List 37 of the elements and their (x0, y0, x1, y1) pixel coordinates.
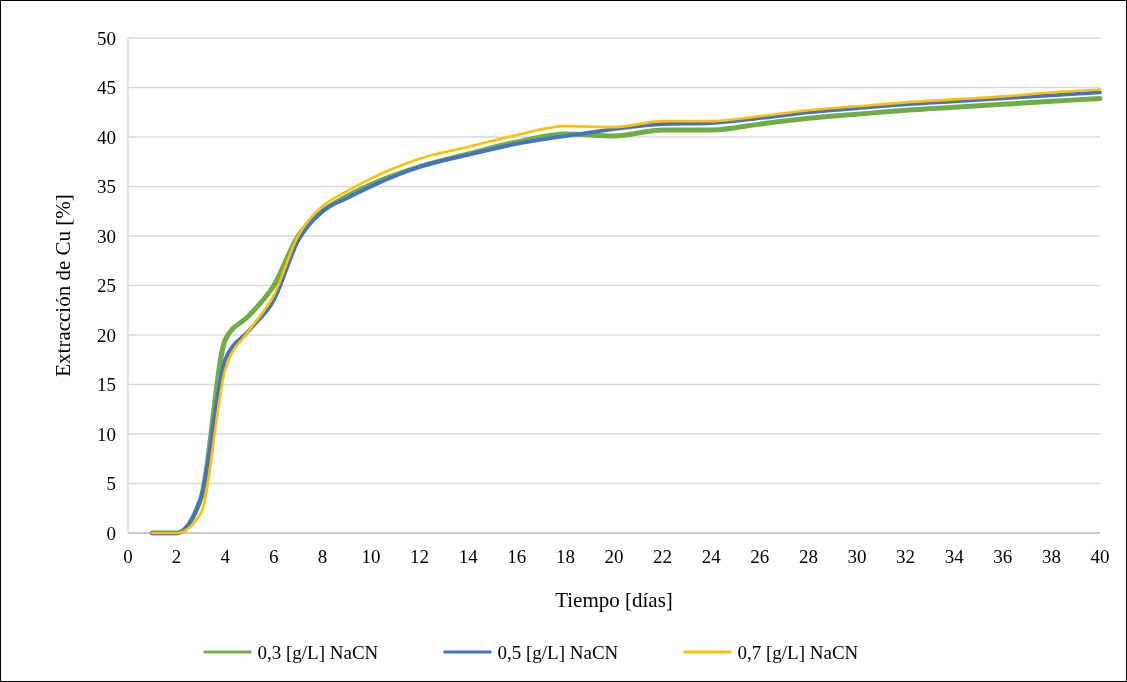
x-tick-label: 34 (944, 546, 965, 567)
x-tick-label: 0 (123, 546, 133, 567)
x-tick-label: 28 (798, 546, 818, 567)
x-tick-label: 30 (847, 546, 867, 567)
y-tick-label: 20 (97, 324, 116, 346)
x-tick-label: 14 (458, 546, 479, 567)
y-tick-label: 40 (97, 126, 116, 148)
x-tick-label: 26 (750, 546, 770, 567)
legend-label: 0,3 [g/L] NaCN (257, 641, 379, 663)
legend-label: 0,5 [g/L] NaCN (497, 641, 619, 663)
x-tick-label: 20 (604, 546, 624, 567)
x-tick-label: 18 (555, 546, 575, 567)
x-tick-label: 4 (220, 546, 231, 567)
x-tick-label: 24 (701, 546, 722, 567)
y-tick-label: 5 (106, 473, 116, 495)
x-tick-label: 6 (269, 546, 279, 567)
y-tick-label: 35 (97, 176, 116, 198)
x-tick-label: 12 (410, 546, 430, 567)
y-tick-label: 30 (97, 225, 116, 247)
x-tick-label: 16 (507, 546, 527, 567)
y-tick-label: 45 (97, 77, 116, 99)
legend-label: 0,7 [g/L] NaCN (737, 641, 859, 663)
y-tick-label: 15 (97, 374, 116, 396)
x-tick-label: 38 (1041, 546, 1061, 567)
x-tick-label: 32 (896, 546, 916, 567)
y-axis-title: Extracción de Cu [%] (51, 194, 75, 377)
x-axis-title: Tiempo [días] (555, 588, 673, 612)
y-tick-label: 10 (97, 423, 116, 445)
x-tick-label: 10 (361, 546, 381, 567)
y-tick-label: 25 (97, 275, 116, 297)
x-tick-label: 36 (993, 546, 1013, 567)
y-tick-label: 50 (97, 27, 116, 49)
x-tick-label: 2 (171, 546, 182, 567)
x-tick-label: 22 (653, 546, 673, 567)
x-tick-label: 8 (317, 546, 328, 567)
x-tick-label: 40 (1090, 546, 1110, 567)
y-tick-label: 0 (106, 522, 116, 544)
